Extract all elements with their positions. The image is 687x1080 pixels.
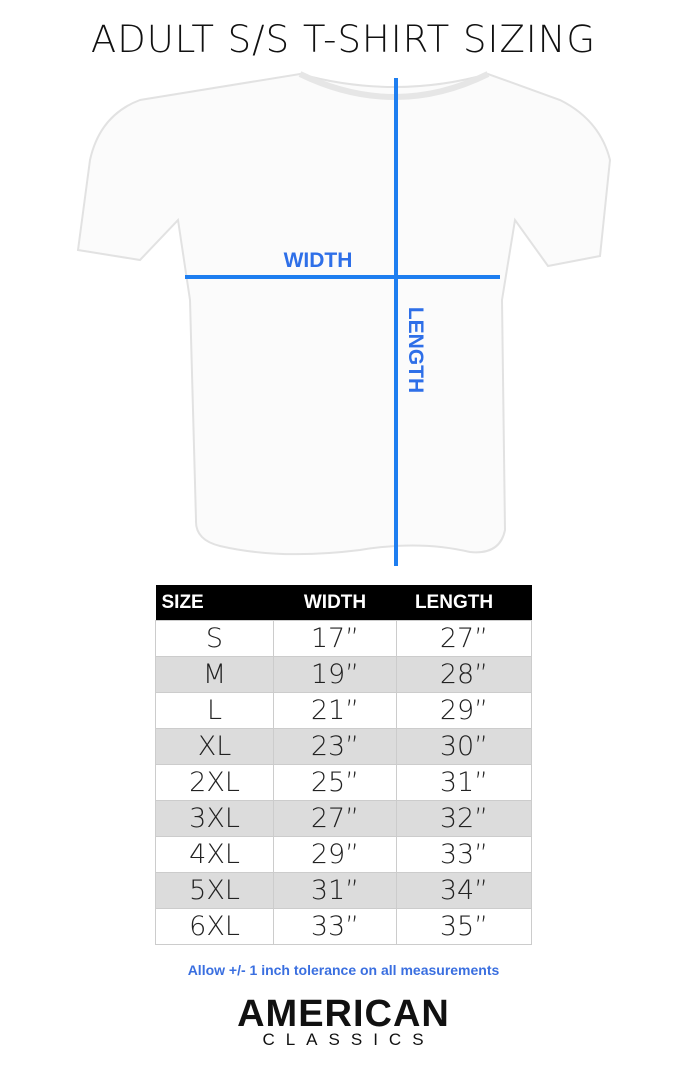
- cell-length: 27”: [396, 620, 532, 657]
- header-width: WIDTH: [273, 585, 397, 621]
- cell-size: M: [155, 656, 274, 693]
- table-row: XL 23” 30”: [155, 728, 532, 765]
- cell-width: 19”: [273, 656, 397, 693]
- logo-american: AMERICAN: [237, 993, 450, 1035]
- width-label: WIDTH: [284, 249, 353, 272]
- cell-length: 35”: [396, 908, 532, 945]
- cell-length: 30”: [396, 728, 532, 765]
- cell-width: 29”: [273, 836, 397, 873]
- cell-width: 17”: [273, 620, 397, 657]
- cell-width: 23”: [273, 728, 397, 765]
- table-row: 4XL 29” 33”: [155, 836, 532, 873]
- cell-length: 34”: [396, 872, 532, 909]
- cell-size: XL: [155, 728, 274, 765]
- cell-length: 33”: [396, 836, 532, 873]
- cell-size: 2XL: [155, 764, 274, 801]
- table-row: 5XL 31” 34”: [155, 872, 532, 909]
- cell-width: 33”: [273, 908, 397, 945]
- cell-length: 31”: [396, 764, 532, 801]
- cell-width: 27”: [273, 800, 397, 837]
- cell-width: 25”: [273, 764, 397, 801]
- header-length: LENGTH: [396, 585, 532, 621]
- table-row: 2XL 25” 31”: [155, 764, 532, 801]
- tolerance-note: Allow +/- 1 inch tolerance on all measur…: [187, 962, 500, 978]
- table-row: L 21” 29”: [155, 692, 532, 729]
- tshirt-illustration: [76, 72, 612, 556]
- cell-size: 4XL: [155, 836, 274, 873]
- cell-size: 5XL: [155, 872, 274, 909]
- cell-size: 3XL: [155, 800, 274, 837]
- cell-width: 21”: [273, 692, 397, 729]
- cell-size: L: [155, 692, 274, 729]
- cell-size: S: [155, 620, 274, 657]
- cell-length: 28”: [396, 656, 532, 693]
- cell-width: 31”: [273, 872, 397, 909]
- length-label: LENGTH: [404, 307, 427, 393]
- table-row: S 17” 27”: [155, 620, 532, 657]
- table-header: SIZE WIDTH LENGTH: [155, 585, 532, 621]
- table-row: 3XL 27” 32”: [155, 800, 532, 837]
- cell-size: 6XL: [155, 908, 274, 945]
- page-title: ADULT S/S T-SHIRT SIZING: [90, 18, 597, 61]
- tshirt-diagram: WIDTH LENGTH: [76, 71, 612, 566]
- cell-length: 29”: [396, 692, 532, 729]
- size-table: SIZE WIDTH LENGTH S 17” 27” M 19” 28” L 21” 29” X…: [155, 585, 532, 945]
- cell-length: 32”: [396, 800, 532, 837]
- header-size: SIZE: [155, 585, 274, 621]
- table-row: 6XL 33” 35”: [155, 908, 532, 945]
- table-row: M 19” 28”: [155, 656, 532, 693]
- logo-classics: CLASSICS: [262, 1030, 435, 1049]
